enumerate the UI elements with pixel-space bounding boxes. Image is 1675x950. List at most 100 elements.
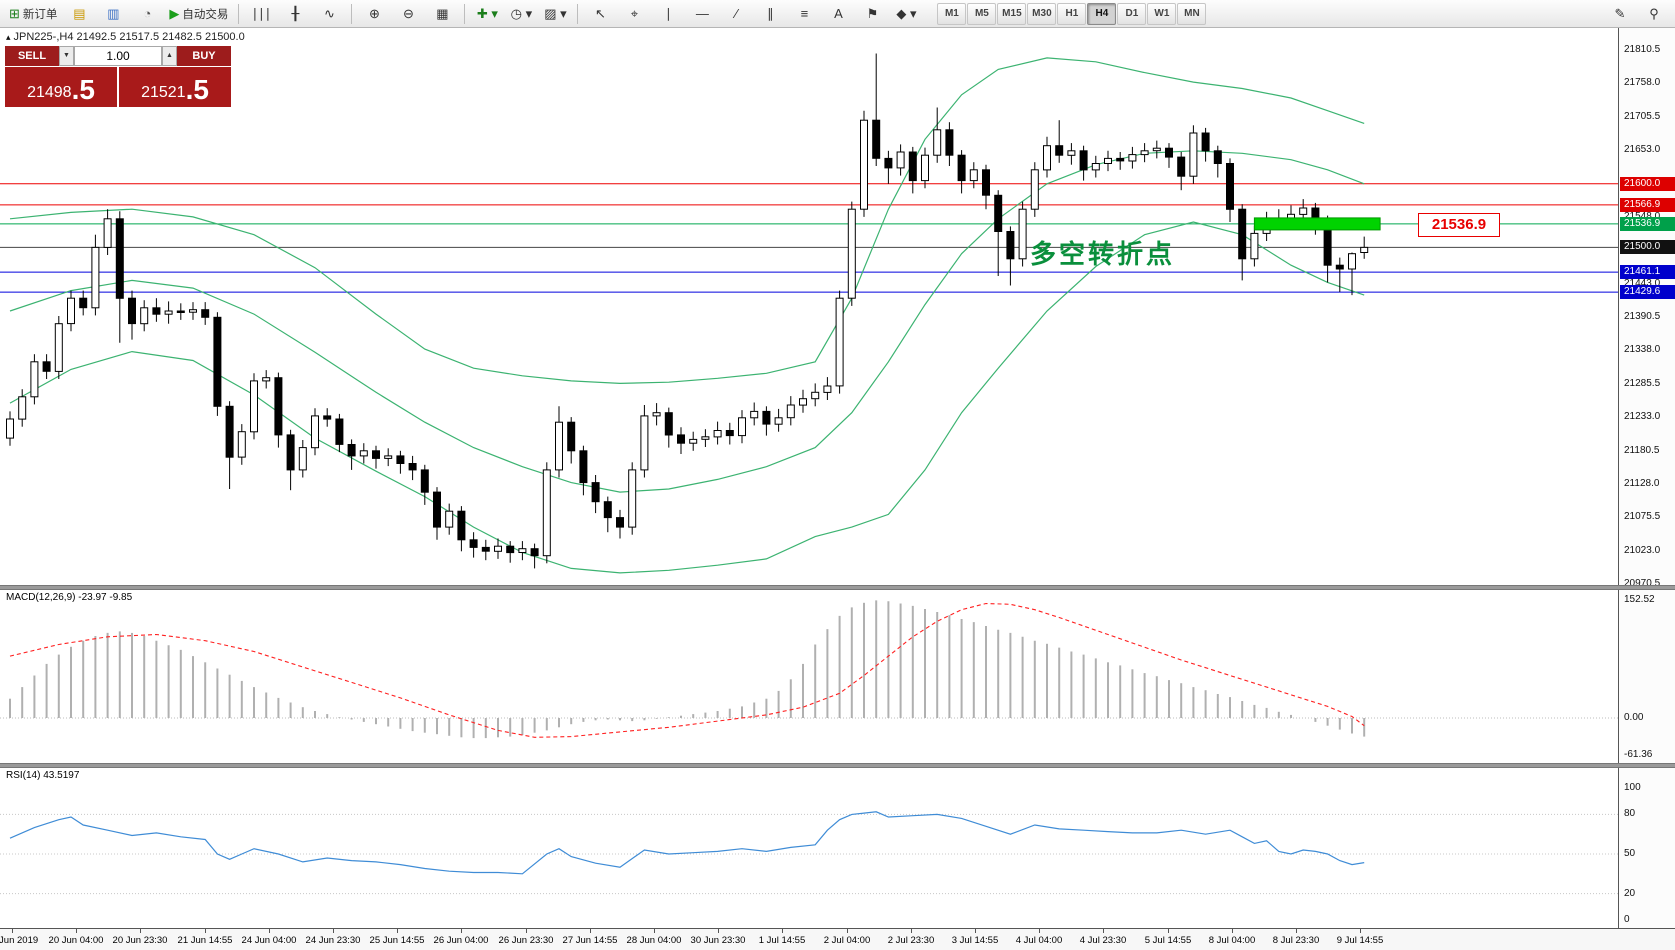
chart-annotation-text[interactable]: 多空转折点 bbox=[1030, 239, 1176, 269]
price-axis[interactable]: 21810.521758.021705.521653.021600.521548… bbox=[1618, 28, 1675, 928]
zoom-out-icon: ⊖ bbox=[402, 6, 414, 21]
time-axis-label: 21 Jun 14:55 bbox=[177, 935, 233, 946]
buy-button[interactable]: BUY bbox=[177, 46, 231, 66]
line-chart-mode-button[interactable]: ∿ bbox=[312, 2, 346, 26]
time-axis-tick bbox=[782, 929, 783, 933]
time-axis-tick bbox=[205, 929, 206, 933]
time-axis-tick bbox=[590, 929, 591, 933]
cursor-icon: ↖ bbox=[594, 6, 606, 21]
tile-windows-icon: ▦ bbox=[436, 6, 449, 21]
horizontal-line-button[interactable]: — bbox=[685, 2, 719, 26]
time-axis[interactable]: 19 Jun 2019 20 Jun 04:00 20 Jun 23:30 21 Ju… bbox=[0, 928, 1675, 950]
navigator-button[interactable]: ◔ bbox=[130, 2, 164, 26]
trendline-button[interactable]: ∕ bbox=[719, 2, 753, 26]
rsi-canvas[interactable] bbox=[0, 768, 1618, 928]
toolbar-right-icons: ✎ ⚲ bbox=[1603, 2, 1671, 26]
price-axis-label: 21233.0 bbox=[1624, 411, 1661, 422]
fibonacci-button[interactable]: ≡ bbox=[787, 2, 821, 26]
new-order-icon: ⊞ bbox=[9, 6, 20, 21]
candlestick-mode-button[interactable]: ╂ bbox=[278, 2, 312, 26]
time-axis-tick bbox=[911, 929, 912, 933]
crosshair-button[interactable]: ⌖ bbox=[617, 2, 651, 26]
macd-panel[interactable]: MACD(12,26,9) -23.97 -9.85 bbox=[0, 590, 1618, 763]
time-axis-tick bbox=[140, 929, 141, 933]
price-axis-label: 21443.0 bbox=[1624, 278, 1661, 289]
buy-price-button[interactable]: 21521.5 bbox=[119, 67, 231, 107]
toolbar-separator bbox=[351, 3, 353, 24]
timeframe-h1-button[interactable]: H1 bbox=[1057, 2, 1087, 25]
market-watch-button[interactable]: ▥ bbox=[96, 2, 130, 26]
time-axis-label: 3 Jul 14:55 bbox=[951, 935, 999, 946]
time-axis-label: 9 Jul 14:55 bbox=[1336, 935, 1384, 946]
periods-button[interactable]: ◷ ▾ bbox=[504, 2, 538, 26]
chart-window-button[interactable]: ▤ bbox=[62, 2, 96, 26]
tile-windows-button[interactable]: ▦ bbox=[425, 2, 459, 26]
zoom-in-button[interactable]: ⊕ bbox=[357, 2, 391, 26]
chart-window[interactable]: ▴ JPN225-,H4 21492.5 21517.5 21482.5 2150… bbox=[0, 28, 1618, 585]
time-axis-tick bbox=[461, 929, 462, 933]
new-order-button[interactable]: ⊞ 新订单 bbox=[4, 2, 62, 26]
templates-button[interactable]: ▨ ▾ bbox=[538, 2, 572, 26]
volume-up-stepper[interactable]: ▲ bbox=[162, 46, 177, 66]
sell-button[interactable]: SELL bbox=[5, 46, 59, 66]
navigator-icon: ◔ bbox=[143, 6, 152, 21]
shapes-button[interactable]: ◆ ▾ bbox=[889, 2, 923, 26]
bar-chart-mode-button[interactable]: ∣∣∣ bbox=[244, 2, 278, 26]
time-axis-tick bbox=[76, 929, 77, 933]
timeframe-m1-button[interactable]: M1 bbox=[937, 2, 967, 25]
cursor-button[interactable]: ↖ bbox=[583, 2, 617, 26]
timeframe-d1-button[interactable]: D1 bbox=[1117, 2, 1147, 25]
timeframe-mn-button[interactable]: MN bbox=[1177, 2, 1207, 25]
time-axis-tick bbox=[847, 929, 848, 933]
edit-button[interactable]: ✎ bbox=[1603, 2, 1637, 26]
text-label-button[interactable]: ⚑ bbox=[855, 2, 889, 26]
price-axis-label: 21705.5 bbox=[1624, 111, 1661, 122]
timeframe-m5-button[interactable]: M5 bbox=[967, 2, 997, 25]
price-axis-label: 21390.5 bbox=[1624, 311, 1661, 322]
bollinger-middle-band bbox=[9, 150, 1365, 493]
time-axis-tick bbox=[526, 929, 527, 933]
price-axis-label: 21338.0 bbox=[1624, 344, 1661, 355]
volume-down-stepper[interactable]: ▼ bbox=[59, 46, 74, 66]
panel-separator-rsi[interactable] bbox=[0, 763, 1675, 768]
sell-price-button[interactable]: 21498.5 bbox=[5, 67, 117, 107]
rsi-axis-label: 50 bbox=[1624, 848, 1636, 859]
auto-trading-button[interactable]: ▶ 自动交易 bbox=[164, 2, 233, 26]
trendline-icon: ∕ bbox=[735, 6, 738, 21]
time-axis-label: 2 Jul 04:00 bbox=[823, 935, 871, 946]
timeframe-w1-button[interactable]: W1 bbox=[1147, 2, 1177, 25]
price-axis-label: 21023.0 bbox=[1624, 545, 1661, 556]
rsi-axis-label: 100 bbox=[1624, 782, 1641, 793]
price-axis-label: 21285.5 bbox=[1624, 378, 1661, 389]
price-chart-canvas[interactable] bbox=[0, 28, 1618, 585]
price-callout-label[interactable]: 21536.9 bbox=[1418, 213, 1500, 237]
search-button[interactable]: ⚲ bbox=[1637, 2, 1671, 26]
channel-button[interactable]: ∥ bbox=[753, 2, 787, 26]
vertical-line-button[interactable]: ∣ bbox=[651, 2, 685, 26]
time-axis-label: 4 Jul 23:30 bbox=[1079, 935, 1127, 946]
zoom-in-icon: ⊕ bbox=[368, 6, 380, 21]
macd-canvas[interactable] bbox=[0, 590, 1618, 763]
panel-separator-macd[interactable] bbox=[0, 585, 1675, 590]
sell-price-fraction: .5 bbox=[71, 74, 95, 105]
price-axis-label: 21548.0 bbox=[1624, 211, 1660, 222]
text-button[interactable]: A bbox=[821, 2, 855, 26]
indicators-button[interactable]: ✚ ▾ bbox=[470, 2, 504, 26]
auto-trading-icon: ▶ bbox=[169, 6, 180, 21]
bollinger-upper-band bbox=[9, 57, 1365, 385]
timeframe-m30-button[interactable]: M30 bbox=[1027, 2, 1057, 25]
macd-label: MACD(12,26,9) -23.97 -9.85 bbox=[6, 592, 133, 603]
rsi-panel[interactable]: RSI(14) 43.5197 bbox=[0, 768, 1618, 928]
price-axis-label: 20970.5 bbox=[1624, 578, 1661, 589]
timeframe-h4-button[interactable]: H4 bbox=[1087, 2, 1117, 25]
volume-input[interactable]: 1.00 bbox=[74, 46, 162, 66]
time-axis-tick bbox=[397, 929, 398, 933]
search-icon: ⚲ bbox=[1649, 6, 1659, 21]
time-axis-tick bbox=[269, 929, 270, 933]
horizontal-line-icon: — bbox=[695, 6, 709, 21]
timeframe-m15-button[interactable]: M15 bbox=[997, 2, 1027, 25]
auto-trading-label: 自动交易 bbox=[182, 8, 229, 21]
bollinger-lower-band bbox=[9, 221, 1365, 574]
zoom-out-button[interactable]: ⊖ bbox=[391, 2, 425, 26]
